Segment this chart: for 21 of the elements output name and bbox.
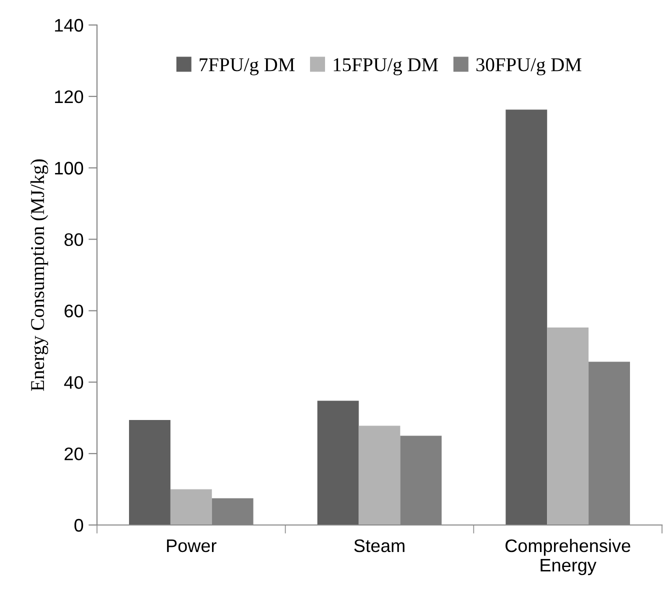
y-tick-label: 0 [74,518,84,532]
bar [358,426,400,525]
bar [129,420,170,525]
y-tick-label: 80 [64,233,84,246]
y-tick-label: 60 [64,304,84,318]
y-tick-label: 100 [55,162,84,175]
y-tick-label: 20 [64,448,84,460]
y-tick-label: 40 [64,376,84,389]
bar [506,110,548,525]
bar [547,328,589,525]
y-axis-title: Energy Consumption (MJ/kg) [30,159,48,391]
bar [170,489,212,525]
x-tick-label: Comprehensive Energy [506,538,630,576]
x-tick-label: Power [167,540,216,552]
x-tick-label: Steam [354,539,404,552]
legend-label: 7FPU/g DM [200,58,295,76]
y-tick-label: 120 [55,90,84,104]
y-tick-label: 140 [55,18,84,32]
bar [317,400,359,525]
legend-label: 15FPU/g DM [334,58,438,76]
legend-label: 30FPU/g DM [476,58,582,76]
